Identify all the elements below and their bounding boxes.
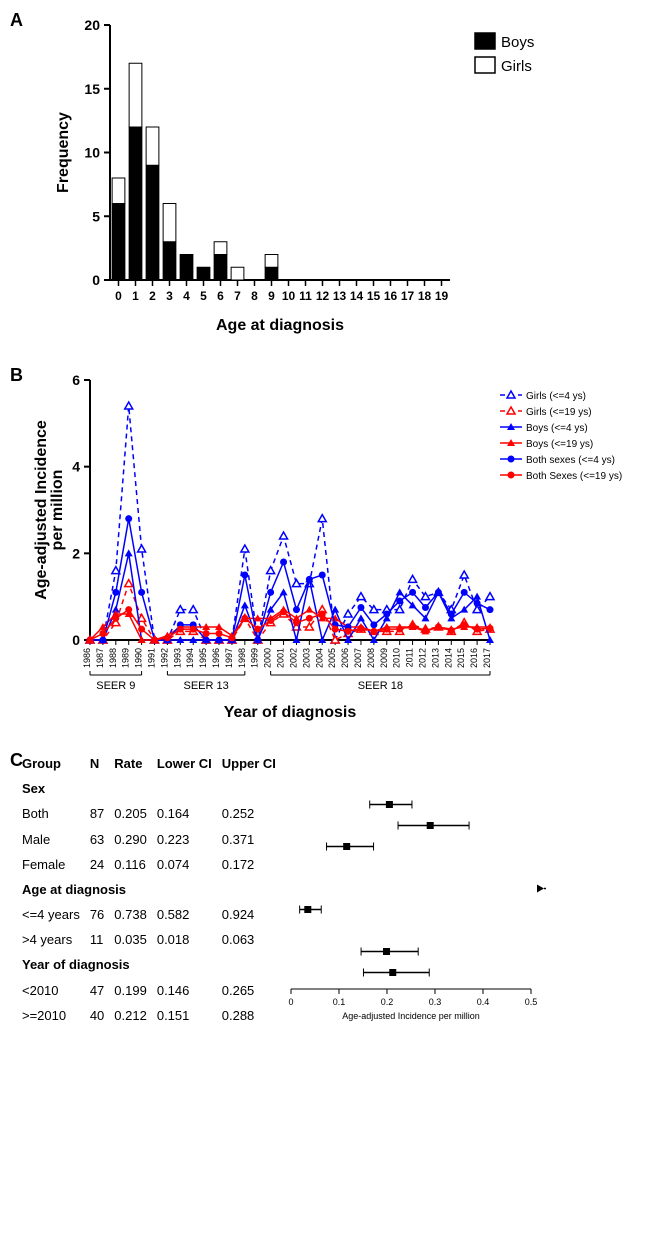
svg-text:SEER 13: SEER 13 xyxy=(184,680,229,692)
svg-text:2000: 2000 xyxy=(263,648,273,668)
svg-text:2007: 2007 xyxy=(353,648,363,668)
svg-text:0: 0 xyxy=(72,632,80,648)
svg-text:2002: 2002 xyxy=(288,648,298,668)
panel-c-table: GroupNRateLower CIUpper CISexBoth870.205… xyxy=(20,750,286,1029)
svg-text:0.1: 0.1 xyxy=(333,997,346,1007)
svg-text:5: 5 xyxy=(200,289,207,303)
svg-text:Age-adjusted Incidence per mil: Age-adjusted Incidence per million xyxy=(342,1011,480,1021)
svg-text:2011: 2011 xyxy=(405,648,415,667)
panel-c-forest: 0 0.1 0.2 0.3 0.4 0.5 Age-adjusted Incidence p… xyxy=(286,750,546,1029)
svg-text:10: 10 xyxy=(282,289,296,303)
svg-text:2017: 2017 xyxy=(482,648,492,668)
svg-text:18: 18 xyxy=(418,289,432,303)
svg-text:4: 4 xyxy=(183,289,190,303)
svg-text:6: 6 xyxy=(217,289,224,303)
panel-a-label: A xyxy=(10,10,23,31)
svg-text:SEER 18: SEER 18 xyxy=(358,680,403,692)
svg-text:1993: 1993 xyxy=(172,648,182,668)
panel-c-label: C xyxy=(10,750,23,771)
svg-text:0.2: 0.2 xyxy=(381,997,394,1007)
svg-text:6: 6 xyxy=(72,372,80,388)
svg-text:1987: 1987 xyxy=(95,648,105,668)
svg-text:Boys (<=19 ys): Boys (<=19 ys) xyxy=(526,439,593,450)
svg-text:15: 15 xyxy=(84,81,100,97)
svg-text:9: 9 xyxy=(268,289,275,303)
svg-text:2013: 2013 xyxy=(430,648,440,668)
panel-a-chart: 05101520012345678910111213141516171819Ag… xyxy=(50,10,610,340)
svg-text:Age at diagnosis: Age at diagnosis xyxy=(216,317,344,334)
panel-c: C GroupNRateLower CIUpper CISexBoth870.2… xyxy=(10,750,663,1029)
svg-text:1: 1 xyxy=(132,289,139,303)
svg-text:1997: 1997 xyxy=(224,648,234,668)
svg-text:17: 17 xyxy=(401,289,415,303)
svg-text:1989: 1989 xyxy=(121,648,131,668)
svg-text:2009: 2009 xyxy=(379,648,389,668)
svg-text:14: 14 xyxy=(350,289,364,303)
svg-text:Age-adjusted Incidence: Age-adjusted Incidence xyxy=(33,420,50,600)
svg-text:per million: per million xyxy=(49,470,66,551)
svg-text:2015: 2015 xyxy=(456,648,466,668)
panel-a: A 05101520012345678910111213141516171819… xyxy=(10,10,663,340)
svg-text:10: 10 xyxy=(84,145,100,161)
svg-text:1998: 1998 xyxy=(237,648,247,668)
svg-text:2005: 2005 xyxy=(327,648,337,668)
svg-text:1995: 1995 xyxy=(198,648,208,668)
svg-text:Girls (<=4 ys): Girls (<=4 ys) xyxy=(526,391,586,402)
svg-text:Year of diagnosis: Year of diagnosis xyxy=(224,704,357,721)
panel-b-label: B xyxy=(10,365,23,386)
svg-text:SEER 9: SEER 9 xyxy=(96,680,135,692)
svg-text:15: 15 xyxy=(367,289,381,303)
svg-text:4: 4 xyxy=(72,459,80,475)
svg-text:1990: 1990 xyxy=(134,648,144,668)
svg-text:3: 3 xyxy=(166,289,173,303)
svg-text:0.5: 0.5 xyxy=(525,997,538,1007)
svg-text:12: 12 xyxy=(316,289,330,303)
svg-text:2003: 2003 xyxy=(301,648,311,668)
svg-text:2008: 2008 xyxy=(366,648,376,668)
svg-text:Frequency: Frequency xyxy=(55,112,72,193)
svg-text:2: 2 xyxy=(149,289,156,303)
svg-text:7: 7 xyxy=(234,289,241,303)
svg-text:2012: 2012 xyxy=(417,648,427,668)
svg-text:2016: 2016 xyxy=(469,648,479,668)
svg-text:0: 0 xyxy=(115,289,122,303)
svg-text:Girls: Girls xyxy=(501,58,532,75)
panel-b-chart: 0 2 4 6 198619871988198919901991199219931994… xyxy=(30,365,650,725)
svg-text:1988: 1988 xyxy=(108,648,118,668)
svg-text:2010: 2010 xyxy=(392,648,402,668)
svg-text:2: 2 xyxy=(72,545,80,561)
svg-text:2004: 2004 xyxy=(314,648,324,668)
svg-text:0: 0 xyxy=(288,997,293,1007)
svg-text:0: 0 xyxy=(92,272,100,288)
svg-text:Girls (<=19 ys): Girls (<=19 ys) xyxy=(526,407,592,418)
svg-text:2001: 2001 xyxy=(276,648,286,668)
svg-text:1999: 1999 xyxy=(250,648,260,668)
svg-text:16: 16 xyxy=(384,289,398,303)
svg-text:0.4: 0.4 xyxy=(477,997,490,1007)
svg-text:13: 13 xyxy=(333,289,347,303)
svg-text:11: 11 xyxy=(299,289,312,303)
svg-text:1996: 1996 xyxy=(211,648,221,668)
svg-text:2014: 2014 xyxy=(443,648,453,668)
svg-text:Boys (<=4 ys): Boys (<=4 ys) xyxy=(526,423,588,434)
svg-text:Both sexes (<=4 ys): Both sexes (<=4 ys) xyxy=(526,455,615,466)
svg-text:19: 19 xyxy=(435,289,449,303)
svg-text:Boys: Boys xyxy=(501,34,534,51)
svg-text:1994: 1994 xyxy=(185,648,195,668)
panel-b: B 02461986198719881989199019911992199319… xyxy=(10,365,663,725)
svg-text:8: 8 xyxy=(251,289,258,303)
svg-text:Both Sexes (<=19 ys): Both Sexes (<=19 ys) xyxy=(526,471,622,482)
svg-text:1991: 1991 xyxy=(147,648,157,668)
svg-text:5: 5 xyxy=(92,208,100,224)
svg-text:1986: 1986 xyxy=(82,648,92,668)
svg-text:0.3: 0.3 xyxy=(429,997,442,1007)
svg-text:2006: 2006 xyxy=(340,648,350,668)
svg-text:20: 20 xyxy=(84,17,100,33)
svg-text:1992: 1992 xyxy=(159,648,169,668)
